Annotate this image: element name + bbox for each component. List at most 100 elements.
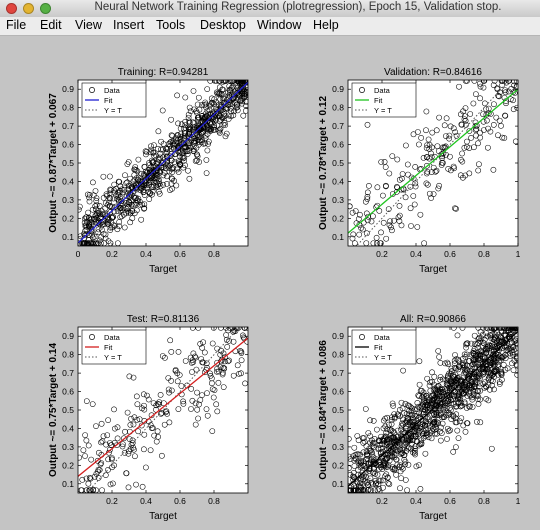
- data-point: [383, 430, 389, 436]
- data-point: [457, 403, 464, 410]
- data-point: [164, 181, 170, 187]
- data-point: [218, 90, 225, 97]
- y-tick-label: 0.9: [62, 84, 74, 94]
- data-point: [216, 113, 223, 120]
- data-point: [404, 161, 411, 168]
- data-point: [196, 401, 202, 408]
- minimize-window-button[interactable]: [23, 3, 34, 14]
- data-point: [431, 373, 438, 380]
- data-point: [110, 195, 117, 202]
- menu-file[interactable]: File: [6, 18, 27, 32]
- data-point: [436, 114, 442, 121]
- data-point: [125, 159, 132, 165]
- data-point: [219, 356, 225, 363]
- data-point: [207, 80, 214, 84]
- data-point: [203, 406, 210, 412]
- data-point: [380, 219, 387, 226]
- data-point: [443, 115, 450, 122]
- data-point: [498, 123, 504, 129]
- zoom-window-button[interactable]: [40, 3, 51, 14]
- data-point: [201, 349, 208, 356]
- legend-entry-label: Data: [374, 333, 391, 342]
- data-point: [510, 327, 517, 331]
- data-point: [452, 365, 458, 371]
- data-point: [488, 342, 495, 349]
- data-point: [142, 148, 149, 155]
- data-point: [433, 426, 440, 432]
- data-point: [200, 359, 206, 366]
- data-point: [512, 337, 518, 344]
- menu-view[interactable]: View: [75, 18, 102, 32]
- data-point: [180, 155, 187, 162]
- data-point: [226, 87, 233, 93]
- data-point: [140, 189, 147, 195]
- x-axis-label: Target: [149, 511, 177, 522]
- data-point: [507, 345, 513, 352]
- data-point: [225, 358, 231, 365]
- data-point: [383, 235, 390, 242]
- chart-title: Test: R=0.81136: [127, 314, 200, 325]
- data-point: [418, 135, 424, 141]
- data-point: [500, 353, 507, 360]
- data-point: [162, 354, 168, 361]
- data-point: [95, 208, 102, 215]
- y-tick-label: 0.1: [332, 232, 344, 242]
- data-point: [454, 427, 461, 434]
- data-point: [82, 453, 88, 459]
- data-point: [408, 419, 415, 425]
- data-point: [214, 408, 221, 415]
- data-point: [367, 475, 374, 482]
- data-point: [391, 415, 398, 422]
- data-point: [212, 117, 218, 123]
- data-point: [418, 387, 425, 394]
- data-point: [194, 101, 201, 108]
- data-point: [418, 437, 424, 444]
- data-point: [97, 461, 104, 468]
- data-point: [493, 114, 500, 121]
- data-point: [391, 434, 397, 441]
- data-point: [181, 157, 187, 164]
- data-point: [489, 346, 495, 353]
- data-point: [220, 114, 227, 120]
- data-point: [400, 445, 407, 452]
- menu-tools[interactable]: Tools: [156, 18, 186, 32]
- data-point: [364, 196, 371, 202]
- menu-help[interactable]: Help: [313, 18, 339, 32]
- data-point: [234, 362, 241, 369]
- data-point: [238, 348, 245, 355]
- data-point: [221, 80, 228, 84]
- data-point: [147, 190, 153, 197]
- data-point: [364, 217, 371, 224]
- data-point: [407, 437, 414, 444]
- y-tick-label: 0.8: [62, 350, 74, 360]
- data-point: [125, 484, 132, 491]
- data-point: [382, 456, 389, 463]
- data-point: [370, 418, 377, 424]
- data-point: [455, 363, 462, 370]
- data-point: [355, 467, 362, 473]
- data-point: [425, 406, 431, 413]
- menu-window[interactable]: Window: [257, 18, 302, 32]
- data-point: [476, 371, 483, 377]
- data-point: [150, 184, 157, 191]
- menu-insert[interactable]: Insert: [113, 18, 145, 32]
- menu-desktop[interactable]: Desktop: [200, 18, 246, 32]
- data-point: [174, 378, 181, 385]
- data-point: [244, 87, 248, 93]
- data-point: [361, 462, 368, 469]
- close-window-button[interactable]: [6, 3, 17, 14]
- data-point: [135, 156, 142, 163]
- data-point: [477, 419, 484, 426]
- data-point: [483, 330, 490, 337]
- data-point: [483, 383, 489, 389]
- data-point: [385, 421, 392, 428]
- data-point: [433, 402, 439, 408]
- chart-title: Training: R=0.94281: [118, 67, 209, 78]
- data-point: [216, 128, 223, 135]
- data-point: [510, 106, 517, 113]
- data-point: [495, 361, 501, 368]
- data-point: [444, 425, 451, 432]
- menu-edit[interactable]: Edit: [40, 18, 62, 32]
- data-point: [375, 445, 382, 451]
- data-point: [424, 162, 430, 169]
